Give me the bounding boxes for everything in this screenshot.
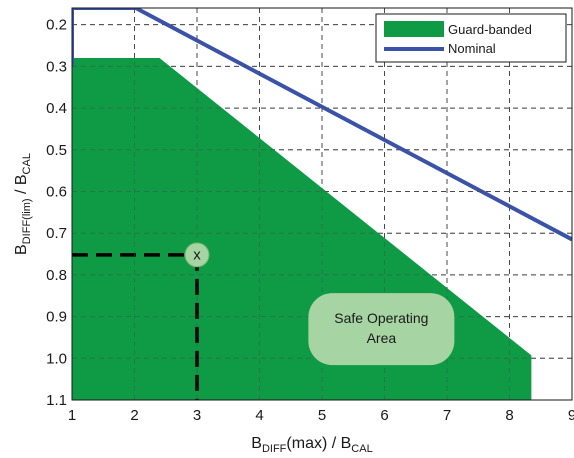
x-tick-label: 4 bbox=[255, 407, 263, 424]
x-tick-label: 9 bbox=[568, 407, 574, 424]
legend-nominal-label: Nominal bbox=[448, 41, 496, 56]
safe-operating-area-bubble bbox=[308, 293, 455, 366]
x-tick-label: 7 bbox=[443, 407, 451, 424]
x-tick-label: 1 bbox=[68, 407, 76, 424]
nominal-line bbox=[72, 8, 572, 242]
y-tick-label: 0.2 bbox=[46, 17, 67, 34]
x-tick-label: 5 bbox=[318, 407, 326, 424]
operating-point-marker bbox=[184, 242, 210, 268]
y-axis-title-sub1: DIFF(lim) bbox=[21, 198, 33, 244]
x-tick-label: 8 bbox=[505, 407, 513, 424]
y-tick-label: 1.1 bbox=[46, 392, 67, 409]
x-tick-label: 3 bbox=[193, 407, 201, 424]
legend-guard-banded-label: Guard-banded bbox=[448, 22, 532, 37]
y-axis-title: BDIFF(lim) / BCAL bbox=[13, 153, 33, 255]
x-axis-title-main: B bbox=[251, 435, 262, 452]
x-axis-title-sub1: DIFF bbox=[262, 443, 287, 455]
y-tick-label: 1.0 bbox=[46, 350, 67, 367]
legend-guard-banded-swatch bbox=[384, 21, 444, 37]
y-axis-title-main: B bbox=[13, 244, 30, 255]
y-tick-label: 0.4 bbox=[46, 100, 67, 117]
y-tick-label: 0.5 bbox=[46, 142, 67, 159]
x-axis-title-sub2: CAL bbox=[351, 443, 372, 455]
x-tick-label: 6 bbox=[380, 407, 388, 424]
y-tick-label: 0.9 bbox=[46, 309, 67, 326]
y-axis-title-mid: / B bbox=[13, 174, 30, 198]
y-tick-label: 0.6 bbox=[46, 183, 67, 200]
x-axis-title-mid: (max) / B bbox=[286, 435, 351, 452]
y-axis-title-sub2: CAL bbox=[21, 153, 33, 174]
operating-point-label: x bbox=[193, 246, 201, 263]
y-axis-ticks: 0.2 0.3 0.4 0.5 0.6 0.7 0.8 0.9 1.0 1.1 bbox=[46, 17, 67, 409]
operating-point: x bbox=[184, 242, 210, 268]
guard-banded-area bbox=[72, 58, 532, 400]
y-tick-label: 0.8 bbox=[46, 267, 67, 284]
x-tick-label: 2 bbox=[130, 407, 138, 424]
y-tick-label: 0.7 bbox=[46, 225, 67, 242]
legend: Guard-banded Nominal bbox=[375, 13, 567, 63]
safe-operating-area-text-2: Area bbox=[367, 330, 397, 346]
plot-frame bbox=[71, 7, 573, 401]
x-axis-ticks: 1 2 3 4 5 6 7 8 9 bbox=[68, 407, 574, 424]
y-tick-label: 0.3 bbox=[46, 58, 67, 75]
safe-operating-area-text-1: Safe Operating bbox=[334, 310, 428, 326]
safe-operating-area-label: Safe Operating Area bbox=[308, 293, 455, 366]
x-axis-title: BDIFF(max) / BCAL bbox=[251, 435, 372, 455]
